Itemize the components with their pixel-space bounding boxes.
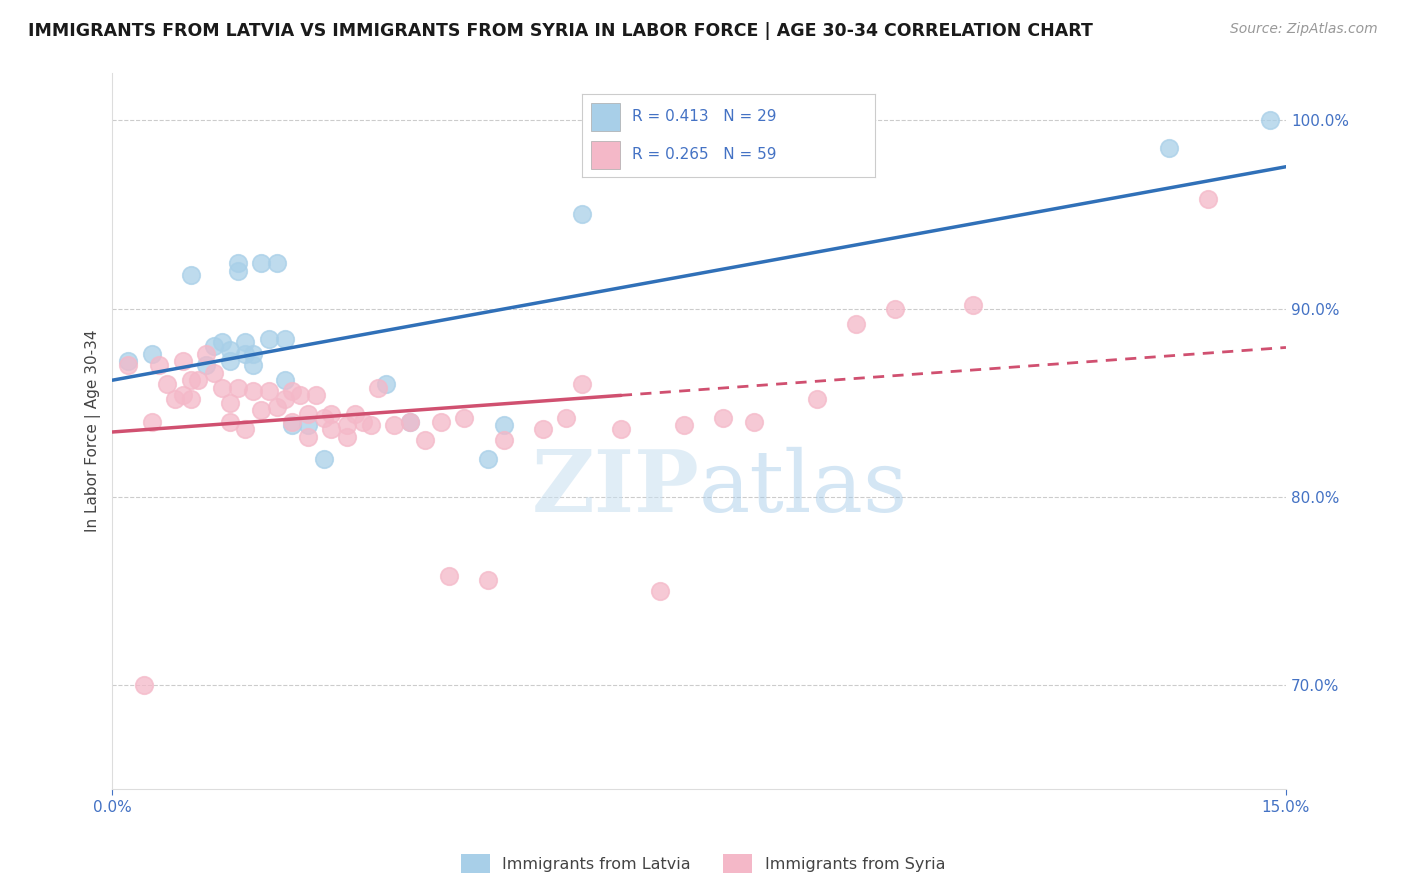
Point: [211, 381, 233, 395]
Point: [367, 381, 389, 395]
Point: [281, 418, 304, 433]
Text: Source: ZipAtlas.com: Source: ZipAtlas.com: [1230, 22, 1378, 37]
Point: [305, 388, 328, 402]
Point: [375, 376, 398, 391]
Point: [343, 407, 366, 421]
Point: [226, 381, 249, 395]
Point: [672, 418, 695, 433]
Point: [117, 358, 139, 372]
Point: [648, 584, 671, 599]
Point: [477, 573, 499, 587]
Point: [297, 418, 319, 433]
Point: [531, 422, 554, 436]
Point: [257, 384, 280, 399]
Point: [398, 415, 420, 429]
Point: [845, 317, 868, 331]
Point: [492, 434, 515, 448]
Point: [148, 358, 170, 372]
Point: [571, 207, 593, 221]
Point: [180, 373, 202, 387]
Point: [273, 373, 295, 387]
Point: [281, 415, 304, 429]
Point: [250, 256, 273, 270]
Point: [257, 332, 280, 346]
Point: [242, 384, 264, 399]
Point: [242, 358, 264, 372]
Point: [226, 256, 249, 270]
Point: [141, 415, 163, 429]
Point: [187, 373, 209, 387]
Point: [321, 422, 343, 436]
Point: [437, 569, 460, 583]
Point: [218, 343, 240, 357]
Point: [273, 392, 295, 406]
Point: [415, 434, 437, 448]
Point: [382, 418, 405, 433]
Point: [195, 347, 218, 361]
Point: [211, 335, 233, 350]
Point: [297, 430, 319, 444]
Point: [266, 256, 288, 270]
Point: [273, 332, 295, 346]
Point: [962, 298, 984, 312]
Point: [806, 392, 828, 406]
Point: [195, 358, 218, 372]
Point: [1157, 141, 1180, 155]
Point: [492, 418, 515, 433]
Point: [202, 339, 225, 353]
Point: [477, 452, 499, 467]
Point: [297, 407, 319, 421]
Point: [202, 366, 225, 380]
Y-axis label: In Labor Force | Age 30-34: In Labor Force | Age 30-34: [86, 330, 101, 533]
Point: [132, 678, 155, 692]
Point: [250, 403, 273, 417]
Point: [555, 410, 578, 425]
Point: [218, 396, 240, 410]
Point: [172, 388, 194, 402]
Text: atlas: atlas: [699, 447, 908, 530]
Point: [360, 418, 382, 433]
Point: [711, 410, 734, 425]
Point: [610, 422, 633, 436]
Point: [288, 388, 311, 402]
Text: IMMIGRANTS FROM LATVIA VS IMMIGRANTS FROM SYRIA IN LABOR FORCE | AGE 30-34 CORRE: IMMIGRANTS FROM LATVIA VS IMMIGRANTS FRO…: [28, 22, 1092, 40]
Point: [226, 264, 249, 278]
Point: [266, 400, 288, 414]
Point: [172, 354, 194, 368]
Point: [312, 410, 335, 425]
Point: [352, 415, 374, 429]
Point: [218, 354, 240, 368]
Point: [453, 410, 475, 425]
Point: [1197, 192, 1219, 206]
Point: [180, 392, 202, 406]
Point: [235, 335, 257, 350]
Point: [398, 415, 420, 429]
Point: [235, 347, 257, 361]
Point: [180, 268, 202, 282]
Point: [242, 347, 264, 361]
Point: [430, 415, 453, 429]
Point: [235, 422, 257, 436]
Point: [117, 354, 139, 368]
Point: [141, 347, 163, 361]
Point: [156, 376, 179, 391]
Point: [336, 430, 359, 444]
Point: [281, 384, 304, 399]
Point: [163, 392, 186, 406]
Text: ZIP: ZIP: [531, 446, 699, 531]
Point: [336, 418, 359, 433]
Point: [218, 415, 240, 429]
Point: [321, 407, 343, 421]
Point: [312, 452, 335, 467]
Point: [883, 301, 905, 316]
Point: [1258, 113, 1281, 128]
Point: [571, 376, 593, 391]
Point: [742, 415, 765, 429]
Legend: Immigrants from Latvia, Immigrants from Syria: Immigrants from Latvia, Immigrants from …: [454, 847, 952, 880]
